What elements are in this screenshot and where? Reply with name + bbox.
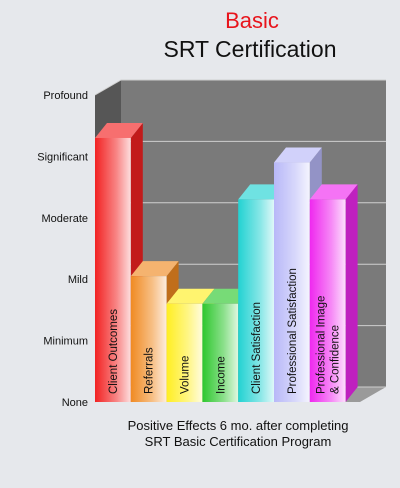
x-axis-label: Positive Effects 6 mo. after completingS… (128, 418, 349, 449)
bars: Client Outcomes Referrals Volume Income Clie… (95, 122, 358, 403)
bar-front-face (166, 303, 203, 402)
y-tick-label: Profound (43, 90, 88, 102)
bar-top-face (274, 147, 322, 163)
category-label: Professional Satisfaction (287, 268, 299, 394)
y-tick-label: Moderate (42, 213, 88, 225)
y-tick-label: Significant (37, 151, 88, 163)
bar-front-face (95, 137, 131, 403)
gridline (94, 79, 386, 96)
category-label: Referrals (144, 347, 156, 394)
category-label: Professional Image (316, 296, 328, 394)
category-label: & Confidence (330, 325, 342, 394)
y-tick-label: Minimum (43, 336, 88, 348)
bar-top-face (309, 184, 358, 200)
category-label: Client Outcomes (108, 309, 120, 394)
category-label: Client Satisfaction (251, 302, 263, 394)
chart-title: Basic (225, 8, 279, 33)
bar-top-face (130, 261, 179, 277)
category-label: Volume (180, 356, 192, 394)
bar-top-face (166, 288, 215, 304)
bar-front-face (309, 199, 346, 402)
bar-front-face (274, 162, 310, 402)
chart-subtitle: SRT Certification (164, 36, 337, 62)
bar-side-face (345, 184, 358, 402)
x-axis-label-line: SRT Basic Certification Program (145, 434, 332, 449)
y-axis-tick-labels: None Minimum Mild Moderate Significant Profou… (37, 90, 88, 409)
bar-front-face (130, 276, 167, 402)
y-tick-label: Mild (68, 274, 88, 286)
bar-top-face (95, 122, 143, 138)
category-label: Income (215, 356, 227, 394)
x-axis-label-line: Positive Effects 6 mo. after completing (128, 418, 349, 433)
y-tick-label: None (62, 397, 88, 409)
bar-front-face (202, 303, 239, 402)
bar: Professional Image & Confidence (309, 184, 358, 402)
bar-front-face (238, 199, 274, 402)
